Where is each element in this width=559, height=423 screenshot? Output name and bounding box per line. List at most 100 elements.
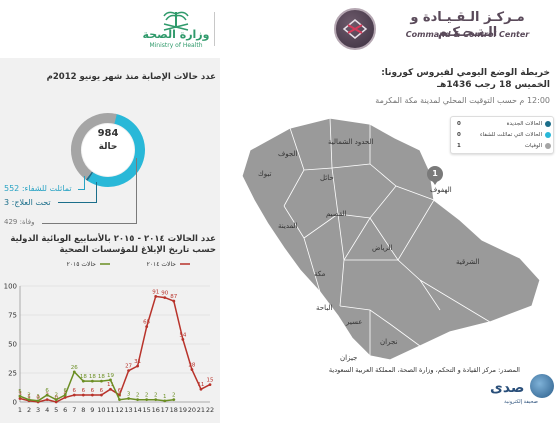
data-label: 6 (45, 388, 49, 394)
data-point (72, 393, 76, 397)
x-tick-label: 18 (170, 406, 178, 414)
cases-title: عدد حالات الإصابة منذ شهر يونيو 2012م (46, 72, 216, 82)
data-point (136, 364, 140, 368)
data-point (36, 399, 40, 403)
data-label: 0 (36, 395, 40, 401)
data-label: 19 (107, 373, 114, 379)
data-label: 15 (207, 378, 214, 384)
deaths-label: وفاة: 429 (4, 218, 35, 226)
data-point (190, 368, 194, 371)
legend-row-new: الحالات الجديدة 0 (451, 119, 555, 130)
data-label: 6 (63, 388, 67, 394)
x-tick-label: 3 (36, 406, 40, 414)
map-marker-hofuf[interactable]: 1 (427, 166, 443, 182)
ccc-title-en: Command & Control Center (405, 30, 530, 39)
ccc-emblem-icon (334, 8, 376, 50)
data-point (54, 400, 58, 404)
legend-label: حالات ٢٠١٤ (147, 261, 177, 268)
data-label: 18 (98, 374, 105, 380)
series-line (19, 370, 174, 402)
legend-row-recovered: الحالات التي تماثلت للشفاء 0 (451, 130, 555, 141)
data-point (109, 378, 112, 382)
donut-slice-deaths (71, 113, 117, 180)
data-point (154, 295, 158, 298)
legend-value-new: 0 (457, 121, 461, 127)
x-tick-label: 1 (18, 406, 22, 414)
data-point (163, 399, 167, 403)
data-label: 18 (89, 374, 96, 380)
data-label: 2 (54, 393, 58, 399)
label-tabuk: تبوك (258, 170, 272, 178)
leader-line-treatment-h (58, 202, 97, 203)
data-label: 1 (27, 394, 31, 400)
leader-line-recovered (84, 176, 85, 190)
leader-line-recovered-h (78, 189, 85, 190)
data-point (163, 296, 167, 299)
x-tick-label: 16 (152, 406, 160, 414)
data-point (100, 379, 103, 383)
x-tick-label: 9 (90, 406, 94, 414)
data-label: 6 (100, 388, 104, 394)
data-label: 6 (118, 388, 122, 394)
data-label: 27 (125, 364, 132, 370)
label-najran: نجران (380, 338, 398, 346)
x-tick-label: 22 (206, 406, 214, 414)
legend-label-deaths: الوفيات (524, 143, 542, 149)
data-point (27, 398, 31, 402)
data-label: 3 (127, 392, 131, 398)
label-jazan: جيزان (340, 354, 358, 362)
legend-dot-recovered-icon (545, 132, 551, 138)
data-label: 31 (134, 359, 141, 365)
x-tick-label: 5 (54, 406, 58, 414)
header: وزارة الصحة Ministry of Health مـركـز ال… (0, 0, 559, 58)
x-tick-label: 6 (63, 406, 67, 414)
donut-slice-treatment (85, 171, 94, 181)
header-divider (214, 12, 215, 46)
data-label: 87 (170, 294, 177, 300)
data-point (63, 395, 67, 399)
data-point (72, 370, 76, 374)
data-label: 2 (172, 393, 176, 399)
y-tick-label: 75 (8, 312, 17, 320)
x-tick-label: 7 (72, 406, 76, 414)
x-tick-label: 4 (45, 406, 49, 414)
x-tick-label: 10 (97, 406, 105, 414)
data-point (81, 393, 85, 397)
cases-donut-chart (71, 113, 145, 187)
series-line (19, 295, 211, 403)
x-tick-label: 2 (27, 406, 31, 414)
data-label: 2 (27, 393, 31, 399)
data-point (199, 387, 203, 391)
chart-legend-item: حالات ٢٠١٥ (67, 261, 110, 268)
data-point (208, 383, 212, 386)
label-hail: حائل (320, 174, 334, 182)
x-tick-label: 14 (133, 406, 141, 414)
data-label: 2 (118, 393, 122, 399)
chart-title: عدد الحالات ٢٠١٤ - ٢٠١٥ بالأسابيع الوبائ… (6, 234, 216, 256)
moh-palm-logo-icon (156, 8, 196, 34)
data-point (127, 397, 130, 400)
data-point (18, 397, 22, 400)
donut-total: 984 (97, 128, 119, 139)
data-label: 54 (179, 332, 186, 338)
data-point (45, 398, 49, 402)
data-label: 3 (18, 392, 22, 398)
data-point (154, 398, 158, 402)
legend-dot-deaths-icon (545, 143, 551, 149)
legend-dot-new-icon (545, 121, 551, 127)
label-eastern: الشرقية (456, 258, 480, 266)
label-jouf: الجوف (278, 150, 298, 158)
x-tick-label: 21 (197, 406, 205, 414)
data-label: 2 (136, 393, 140, 399)
data-label: 1 (163, 394, 167, 400)
data-point (118, 393, 121, 397)
data-point (136, 398, 140, 402)
label-asir: عسير (346, 318, 363, 326)
saudi-map (241, 117, 541, 360)
legend-value-recovered: 0 (457, 132, 461, 138)
moh-title-ar: وزارة الصحة (142, 28, 210, 41)
map-legend: الحالات الجديدة 0 الحالات التي تماثلت لل… (450, 116, 554, 154)
map-title-line1: خريطة الوضع اليومي لفيروس كورونا: (381, 68, 550, 78)
ccc-title-ar: مـركـز الـقـيـادة و الـتـحـكـم (410, 10, 525, 40)
sada-logo[interactable]: صدى صحيفة إلكترونية (488, 374, 554, 414)
